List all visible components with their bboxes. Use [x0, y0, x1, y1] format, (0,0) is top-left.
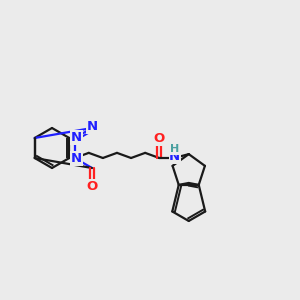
Text: N: N: [71, 131, 82, 144]
Text: O: O: [154, 133, 165, 146]
Text: O: O: [86, 180, 98, 193]
Text: N: N: [86, 120, 98, 133]
Text: N: N: [71, 152, 82, 165]
Text: H: H: [170, 145, 179, 154]
Text: N: N: [169, 151, 180, 164]
